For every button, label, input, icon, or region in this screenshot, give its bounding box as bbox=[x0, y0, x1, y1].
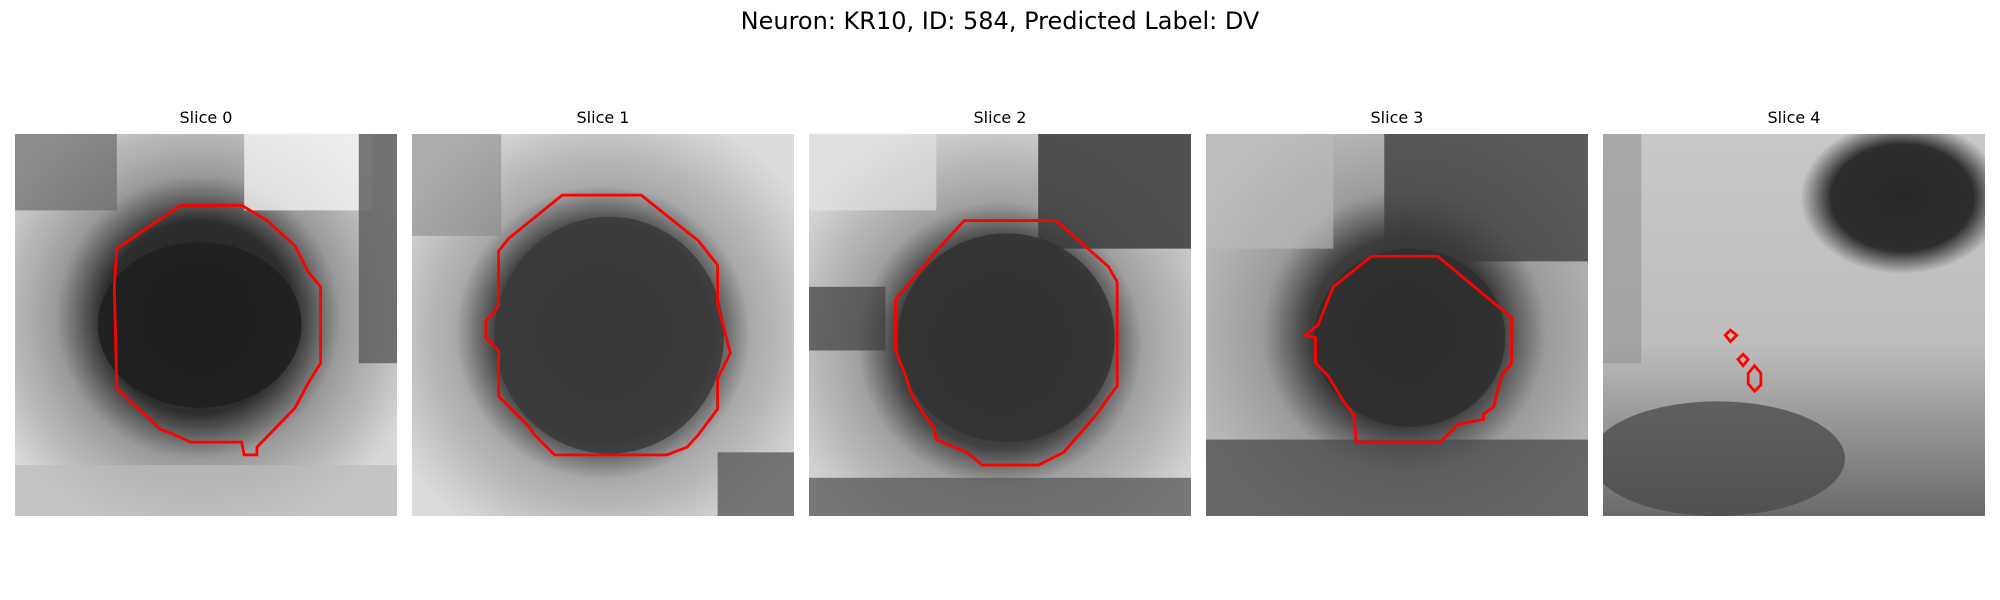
slice-title-2: Slice 2 bbox=[973, 108, 1027, 127]
slice-image-1 bbox=[412, 134, 794, 516]
slice-panel-1: Slice 1 bbox=[412, 108, 794, 516]
slice-title-0: Slice 0 bbox=[179, 108, 233, 127]
figure-title: Neuron: KR10, ID: 584, Predicted Label: … bbox=[740, 7, 1260, 35]
slice-image-2 bbox=[809, 134, 1191, 516]
slice-4-contour-b bbox=[1736, 352, 1751, 368]
slice-panel-3: Slice 3 bbox=[1206, 108, 1588, 516]
slice-0-contour bbox=[112, 203, 323, 457]
slice-4-contour-c bbox=[1746, 363, 1763, 394]
slice-2-contour bbox=[894, 219, 1119, 467]
slice-panel-4: Slice 4 bbox=[1603, 108, 1985, 516]
slice-1-contour bbox=[484, 193, 732, 457]
slice-title-3: Slice 3 bbox=[1370, 108, 1424, 127]
slice-4-contour-a bbox=[1723, 328, 1739, 344]
slice-image-4 bbox=[1603, 134, 1985, 516]
slice-title-1: Slice 1 bbox=[576, 108, 630, 127]
slice-3-contour bbox=[1302, 254, 1514, 444]
slice-image-3 bbox=[1206, 134, 1588, 516]
slice-panel-0: Slice 0 bbox=[15, 108, 397, 516]
slice-title-4: Slice 4 bbox=[1767, 108, 1821, 127]
slice-panel-2: Slice 2 bbox=[809, 108, 1191, 516]
slice-image-0 bbox=[15, 134, 397, 516]
